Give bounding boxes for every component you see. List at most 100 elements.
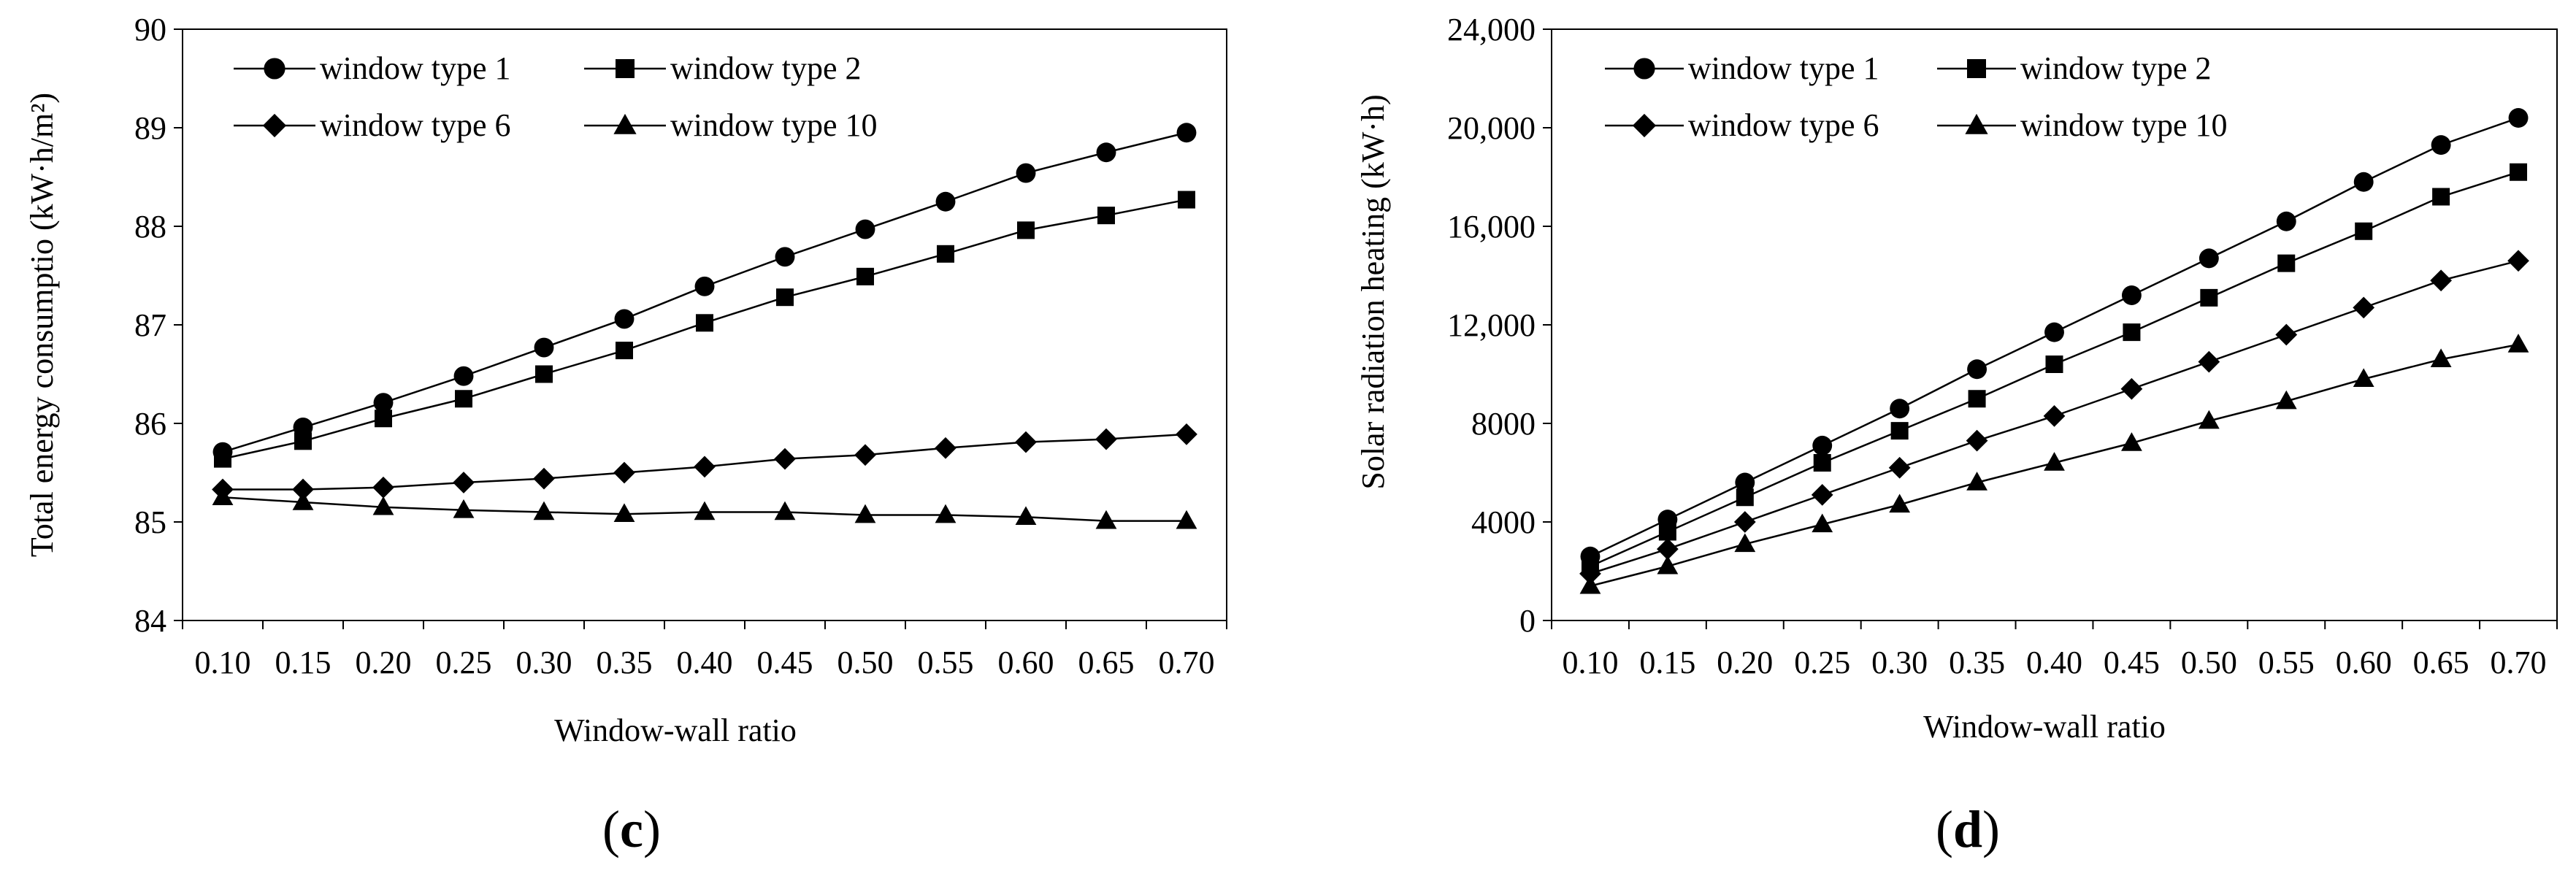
x-tick-label: 0.20 xyxy=(356,645,412,680)
data-point-triangle xyxy=(1579,575,1601,594)
y-tick-label: 84 xyxy=(134,603,166,639)
data-point-square xyxy=(2277,254,2296,272)
y-tick-label: 16,000 xyxy=(1447,209,1536,245)
data-point-circle xyxy=(2353,172,2374,192)
x-tick-label: 0.20 xyxy=(1717,645,1773,680)
legend-label: window type 2 xyxy=(670,50,862,86)
data-point-circle xyxy=(694,276,715,296)
chart-panel-d: 0 4000 8000 12,000 16,000 20,000 24,000 0.10 0.1… xyxy=(1355,12,2558,858)
data-point-diamond xyxy=(1733,511,1756,533)
y-tick-label: 86 xyxy=(134,406,166,442)
x-tick-label: 0.10 xyxy=(195,645,251,680)
data-point-circle xyxy=(2276,211,2296,231)
data-point-square xyxy=(1813,454,1831,472)
y-tick-label: 4000 xyxy=(1471,504,1536,540)
x-tick-label: 0.30 xyxy=(516,645,572,680)
y-tick-label: 87 xyxy=(134,307,166,343)
data-point-circle xyxy=(1096,142,1116,163)
data-point-square xyxy=(1890,422,1909,440)
data-point-diamond xyxy=(1657,538,1679,561)
legend-marker-diamond xyxy=(262,113,287,138)
legend-marker-diamond xyxy=(1632,113,1657,138)
data-point-square xyxy=(2355,222,2373,240)
data-point-triangle xyxy=(1015,506,1037,526)
data-point-square xyxy=(1017,221,1035,239)
legend-marker-square xyxy=(1967,59,1986,78)
data-point-circle xyxy=(2121,285,2142,305)
x-axis-label: Window-wall ratio xyxy=(554,712,797,748)
data-point-square xyxy=(2123,323,2141,342)
data-point-triangle xyxy=(694,501,716,520)
data-point-diamond xyxy=(1888,456,1911,479)
data-point-triangle xyxy=(1889,493,1911,513)
legend-label: window type 2 xyxy=(2020,50,2212,86)
x-tick-label: 0.60 xyxy=(2336,645,2392,680)
data-point-circle xyxy=(855,219,875,239)
data-point-circle xyxy=(1890,399,1910,419)
data-point-square xyxy=(1097,207,1115,225)
data-point-square xyxy=(2432,188,2450,206)
y-tick-label: 20,000 xyxy=(1447,110,1536,146)
data-point-circle xyxy=(2044,322,2064,342)
data-point-circle xyxy=(534,337,554,358)
panel-label: (c) xyxy=(602,800,661,858)
data-point-diamond xyxy=(2507,250,2529,272)
data-point-square xyxy=(294,432,312,450)
data-point-diamond xyxy=(2198,350,2220,373)
x-tick-label: 0.25 xyxy=(436,645,492,680)
data-point-diamond xyxy=(774,447,796,470)
data-point-circle xyxy=(453,366,474,386)
data-point-circle xyxy=(1176,123,1197,143)
data-point-diamond xyxy=(1015,431,1037,453)
data-point-square xyxy=(616,342,633,360)
y-tick-label: 0 xyxy=(1519,603,1536,639)
data-point-square xyxy=(1736,488,1754,507)
data-point-diamond xyxy=(1966,429,1988,452)
data-point-square xyxy=(696,314,713,332)
data-point-triangle xyxy=(533,501,555,520)
x-tick-label: 0.65 xyxy=(1078,645,1135,680)
data-point-square xyxy=(535,365,553,383)
data-point-triangle xyxy=(854,504,876,523)
y-tick-label: 8000 xyxy=(1471,406,1536,442)
data-point-triangle xyxy=(1176,510,1197,529)
data-point-triangle xyxy=(2044,452,2065,471)
panel-label-letter: d xyxy=(1953,800,1982,858)
x-tick-label: 0.40 xyxy=(2026,645,2082,680)
legend-label: window type 6 xyxy=(320,107,511,143)
data-point-square xyxy=(455,390,472,408)
data-point-diamond xyxy=(533,467,555,490)
chart-panel-c: 84 85 86 87 88 89 90 0.10 0.15 0.20 0.25 0.30 0.35 0.… xyxy=(24,12,1227,858)
panel-label-letter: c xyxy=(620,800,643,858)
data-point-triangle xyxy=(613,503,635,522)
data-point-diamond xyxy=(2043,404,2066,427)
data-point-circle xyxy=(293,417,313,437)
legend-label: window type 1 xyxy=(320,50,511,86)
data-point-circle xyxy=(2508,108,2529,128)
data-point-square xyxy=(1658,523,1676,541)
x-tick-label: 0.15 xyxy=(1639,645,1695,680)
x-tick-label: 0.35 xyxy=(597,645,653,680)
data-point-square xyxy=(375,410,392,428)
y-axis-label: Total energy consumptio (kW·h/m²) xyxy=(24,93,60,557)
x-tick-label: 0.30 xyxy=(1871,645,1928,680)
data-point-diamond xyxy=(935,437,957,459)
x-tick-label: 0.50 xyxy=(837,645,894,680)
y-tick-label: 88 xyxy=(134,209,166,245)
x-tick-label: 0.10 xyxy=(1562,645,1618,680)
y-tick-label: 89 xyxy=(134,110,166,146)
data-point-circle xyxy=(935,191,956,212)
legend-label: window type 1 xyxy=(1688,50,1879,86)
data-point-diamond xyxy=(694,456,716,478)
x-tick-label: 0.55 xyxy=(918,645,974,680)
data-point-square xyxy=(2200,288,2218,307)
data-point-square xyxy=(2045,356,2063,373)
data-point-triangle xyxy=(2275,390,2297,410)
data-point-diamond xyxy=(1095,428,1117,450)
legend-marker-triangle xyxy=(1965,113,1988,134)
y-tick-label: 90 xyxy=(134,12,166,47)
x-tick-label: 0.45 xyxy=(757,645,813,680)
x-tick-label: 0.35 xyxy=(1949,645,2005,680)
data-point-circle xyxy=(1967,359,1987,380)
